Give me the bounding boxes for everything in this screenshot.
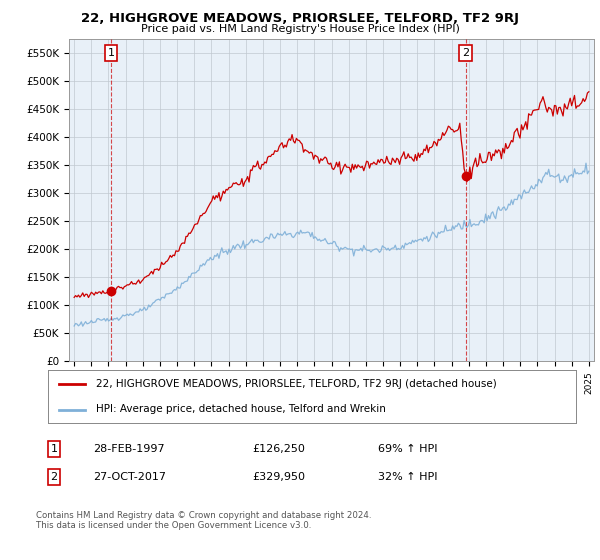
Text: 28-FEB-1997: 28-FEB-1997 xyxy=(93,444,164,454)
Text: 22, HIGHGROVE MEADOWS, PRIORSLEE, TELFORD, TF2 9RJ (detached house): 22, HIGHGROVE MEADOWS, PRIORSLEE, TELFOR… xyxy=(95,380,496,390)
Text: Price paid vs. HM Land Registry's House Price Index (HPI): Price paid vs. HM Land Registry's House … xyxy=(140,24,460,34)
Text: HPI: Average price, detached house, Telford and Wrekin: HPI: Average price, detached house, Telf… xyxy=(95,404,385,414)
Text: 2: 2 xyxy=(462,48,469,58)
Text: 27-OCT-2017: 27-OCT-2017 xyxy=(93,472,166,482)
Text: 1: 1 xyxy=(50,444,58,454)
Text: 32% ↑ HPI: 32% ↑ HPI xyxy=(378,472,437,482)
Text: £329,950: £329,950 xyxy=(252,472,305,482)
Text: 22, HIGHGROVE MEADOWS, PRIORSLEE, TELFORD, TF2 9RJ: 22, HIGHGROVE MEADOWS, PRIORSLEE, TELFOR… xyxy=(81,12,519,25)
Text: 2: 2 xyxy=(50,472,58,482)
Text: 69% ↑ HPI: 69% ↑ HPI xyxy=(378,444,437,454)
Text: £126,250: £126,250 xyxy=(252,444,305,454)
Text: 1: 1 xyxy=(107,48,115,58)
Text: Contains HM Land Registry data © Crown copyright and database right 2024.
This d: Contains HM Land Registry data © Crown c… xyxy=(36,511,371,530)
